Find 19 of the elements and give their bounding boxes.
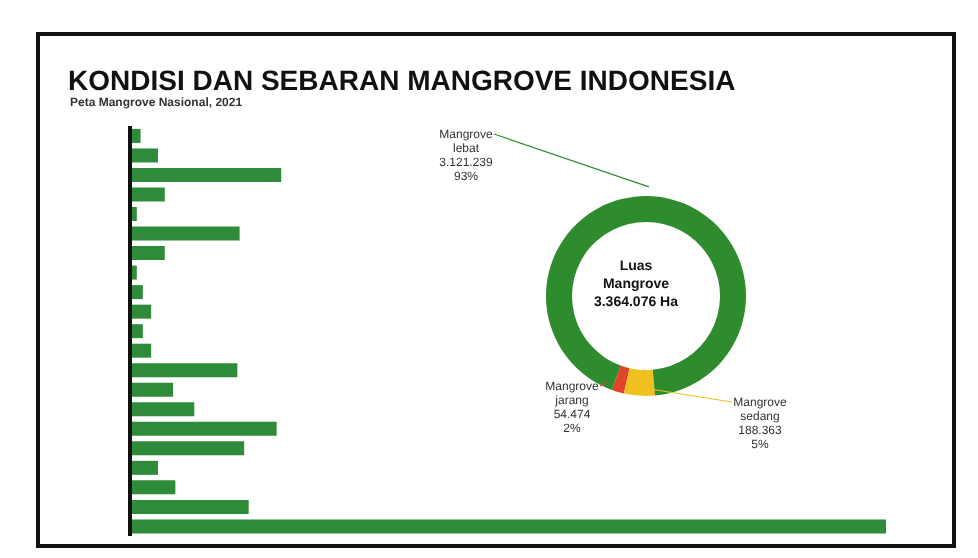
bar bbox=[130, 519, 886, 534]
bar bbox=[130, 167, 282, 182]
bar bbox=[130, 460, 158, 475]
donut-slice bbox=[611, 365, 630, 394]
bar bbox=[130, 499, 249, 514]
bar bbox=[130, 382, 174, 397]
bar bbox=[130, 421, 277, 436]
bar bbox=[130, 363, 238, 378]
bar bbox=[130, 304, 152, 319]
bar bbox=[130, 187, 165, 202]
bar bbox=[130, 226, 240, 241]
bar bbox=[130, 148, 158, 163]
bar bbox=[130, 480, 176, 495]
bar bbox=[130, 441, 245, 456]
bar bbox=[130, 402, 195, 417]
donut-slice bbox=[546, 196, 746, 396]
bar bbox=[130, 343, 152, 358]
bar bbox=[130, 246, 165, 261]
chart-title: KONDISI DAN SEBARAN MANGROVE INDONESIA bbox=[68, 64, 736, 96]
